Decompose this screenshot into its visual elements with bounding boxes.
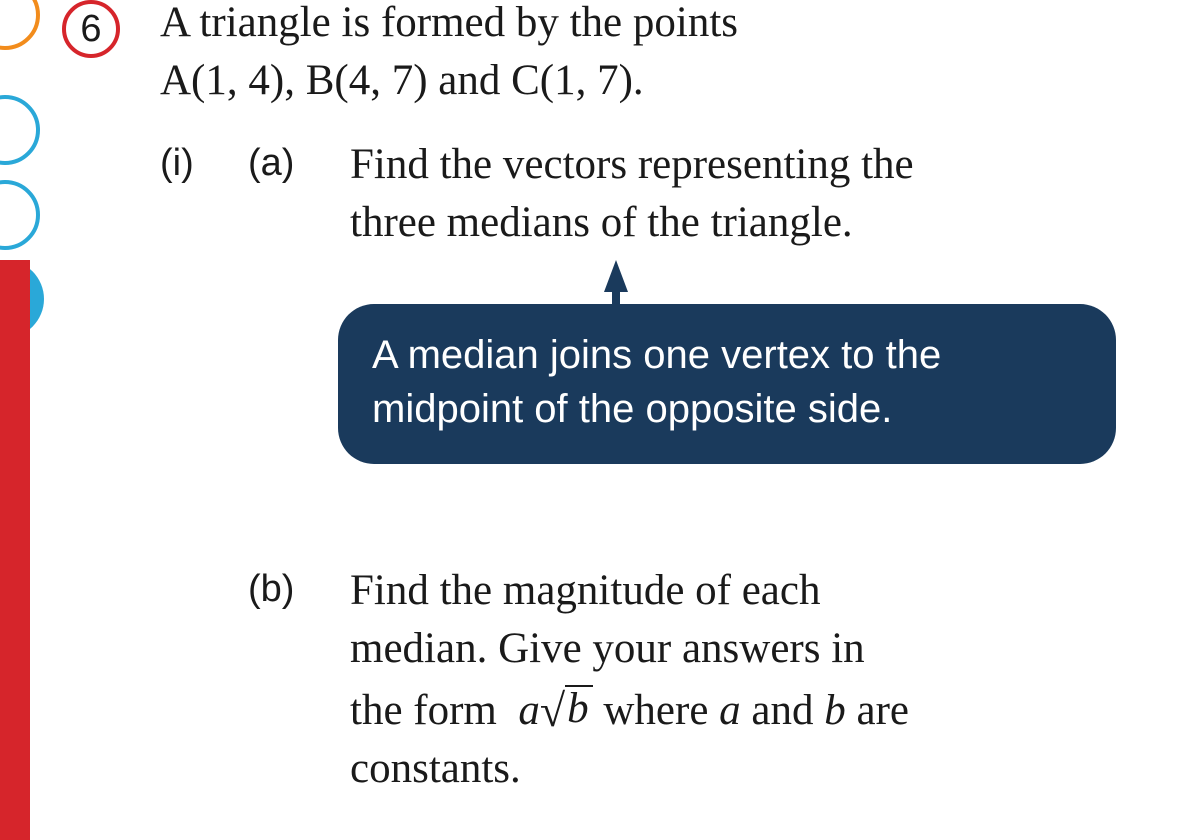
sqrt-argument: b xyxy=(565,685,593,730)
callout-line-2: midpoint of the opposite side. xyxy=(372,382,1086,436)
callout-arrow-icon xyxy=(604,260,628,292)
part-i-a-text: Find the vectors representing the three … xyxy=(350,136,1180,252)
math-var-a: a xyxy=(719,687,741,734)
line3-pre: the form xyxy=(350,687,518,734)
marker-i: (i) xyxy=(160,142,194,185)
side-tab-arc-blue-1 xyxy=(0,95,40,165)
left-red-strip xyxy=(0,260,30,840)
part-i-b-line-1: Find the magnitude of each xyxy=(350,562,1180,620)
hint-callout: A median joins one vertex to the midpoin… xyxy=(338,304,1116,464)
question-intro: A triangle is formed by the points A(1, … xyxy=(160,0,1160,110)
part-i-b-line-4: constants. xyxy=(350,740,1180,798)
math-var-a-coeff: a xyxy=(518,687,540,734)
sqrt-symbol-icon: √ xyxy=(540,685,565,736)
callout-line-1: A median joins one vertex to the xyxy=(372,328,1086,382)
line3-post-suffix: are xyxy=(846,687,909,734)
part-i-b-line-3: the form a√b where a and b are xyxy=(350,678,1180,740)
page: 5 6 A triangle is formed by the points A… xyxy=(0,0,1200,840)
marker-a: (a) xyxy=(248,142,294,185)
marker-b: (b) xyxy=(248,568,294,611)
side-tab-arc-blue-2 xyxy=(0,180,40,250)
question-number-circle: 6 xyxy=(62,0,120,58)
part-i-b-line-2: median. Give your answers in xyxy=(350,620,1180,678)
intro-line-2: A(1, 4), B(4, 7) and C(1, 7). xyxy=(160,52,1160,110)
part-i-a-line-1: Find the vectors representing the xyxy=(350,136,1180,194)
math-var-b: b xyxy=(824,687,846,734)
side-tab-arc-orange xyxy=(0,0,40,50)
line3-post-prefix: where xyxy=(593,687,720,734)
part-i-a-line-2: three medians of the triangle. xyxy=(350,194,1180,252)
line3-post-mid: and xyxy=(741,687,825,734)
part-i-b-text: Find the magnitude of each median. Give … xyxy=(350,562,1180,798)
sqrt-expression: √b xyxy=(540,678,593,740)
intro-line-1: A triangle is formed by the points xyxy=(160,0,1160,52)
question-number: 6 xyxy=(80,10,101,48)
